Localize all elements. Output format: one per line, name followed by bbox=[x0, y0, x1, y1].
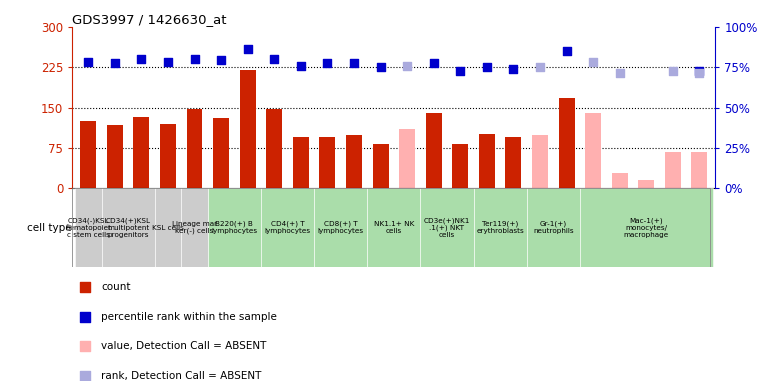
Point bbox=[587, 59, 599, 65]
Bar bbox=[160, 124, 176, 188]
Bar bbox=[532, 136, 548, 188]
Bar bbox=[420, 188, 473, 267]
Point bbox=[667, 68, 679, 74]
Point bbox=[321, 60, 333, 66]
Point bbox=[135, 56, 148, 62]
Text: NK1.1+ NK
cells: NK1.1+ NK cells bbox=[374, 221, 414, 234]
Point bbox=[693, 68, 705, 74]
Bar bbox=[665, 152, 681, 188]
Bar bbox=[320, 137, 336, 188]
Bar bbox=[213, 118, 229, 188]
Point bbox=[348, 60, 360, 66]
Bar bbox=[133, 117, 149, 188]
Point bbox=[82, 59, 94, 65]
Bar bbox=[473, 188, 527, 267]
Bar bbox=[107, 125, 123, 188]
Bar bbox=[612, 173, 628, 188]
Point bbox=[401, 63, 413, 69]
Point bbox=[189, 56, 201, 62]
Bar bbox=[505, 137, 521, 188]
Text: value, Detection Call = ABSENT: value, Detection Call = ABSENT bbox=[101, 341, 266, 351]
Point bbox=[79, 372, 91, 379]
Point bbox=[79, 314, 91, 320]
Point bbox=[428, 60, 440, 66]
Bar bbox=[240, 70, 256, 188]
Bar bbox=[479, 134, 495, 188]
Bar bbox=[638, 180, 654, 188]
Point bbox=[693, 70, 705, 76]
Point bbox=[109, 60, 121, 66]
Point bbox=[560, 48, 572, 54]
Bar bbox=[580, 188, 713, 267]
Text: count: count bbox=[101, 282, 131, 292]
Text: percentile rank within the sample: percentile rank within the sample bbox=[101, 312, 277, 322]
Point bbox=[268, 56, 280, 62]
Bar bbox=[186, 109, 202, 188]
Text: Ter119(+)
erythroblasts: Ter119(+) erythroblasts bbox=[476, 221, 524, 234]
Bar bbox=[585, 113, 601, 188]
Text: CD3e(+)NK1
.1(+) NKT
cells: CD3e(+)NK1 .1(+) NKT cells bbox=[424, 217, 470, 238]
Bar bbox=[559, 98, 575, 188]
Bar bbox=[425, 113, 441, 188]
Point bbox=[295, 63, 307, 69]
Point bbox=[79, 343, 91, 349]
Bar bbox=[452, 144, 468, 188]
Bar bbox=[181, 188, 208, 267]
Point bbox=[79, 284, 91, 290]
Text: KSL cells: KSL cells bbox=[152, 225, 184, 230]
Text: CD8(+) T
lymphocytes: CD8(+) T lymphocytes bbox=[317, 221, 364, 234]
Bar bbox=[314, 188, 368, 267]
Text: CD4(+) T
lymphocytes: CD4(+) T lymphocytes bbox=[265, 221, 310, 234]
Text: GDS3997 / 1426630_at: GDS3997 / 1426630_at bbox=[72, 13, 227, 26]
Point bbox=[454, 68, 466, 74]
Point bbox=[374, 64, 387, 70]
Point bbox=[613, 70, 626, 76]
Bar bbox=[101, 188, 154, 267]
Point bbox=[534, 64, 546, 70]
Bar bbox=[692, 152, 708, 188]
Text: Lineage mar
ker(-) cells: Lineage mar ker(-) cells bbox=[172, 221, 217, 234]
Point bbox=[215, 57, 228, 63]
Text: Gr-1(+)
neutrophils: Gr-1(+) neutrophils bbox=[533, 221, 574, 234]
Bar bbox=[399, 129, 415, 188]
Bar bbox=[154, 188, 181, 267]
Text: cell type: cell type bbox=[27, 222, 72, 233]
Bar bbox=[293, 137, 309, 188]
Bar bbox=[261, 188, 314, 267]
Point bbox=[508, 66, 520, 72]
Bar bbox=[80, 121, 96, 188]
Text: rank, Detection Call = ABSENT: rank, Detection Call = ABSENT bbox=[101, 371, 262, 381]
Text: CD34(+)KSL
multipotent
progenitors: CD34(+)KSL multipotent progenitors bbox=[106, 217, 151, 238]
Bar bbox=[266, 109, 282, 188]
Bar bbox=[527, 188, 580, 267]
Point bbox=[481, 64, 493, 70]
Bar bbox=[373, 144, 389, 188]
Text: B220(+) B
lymphocytes: B220(+) B lymphocytes bbox=[212, 221, 257, 234]
Bar bbox=[346, 136, 362, 188]
Text: CD34(-)KSL
hematopoiet
c stem cells: CD34(-)KSL hematopoiet c stem cells bbox=[65, 217, 111, 238]
Bar bbox=[208, 188, 261, 267]
Point bbox=[162, 59, 174, 65]
Point bbox=[241, 46, 253, 53]
Bar bbox=[368, 188, 420, 267]
Bar bbox=[75, 188, 101, 267]
Text: Mac-1(+)
monocytes/
macrophage: Mac-1(+) monocytes/ macrophage bbox=[623, 217, 669, 238]
